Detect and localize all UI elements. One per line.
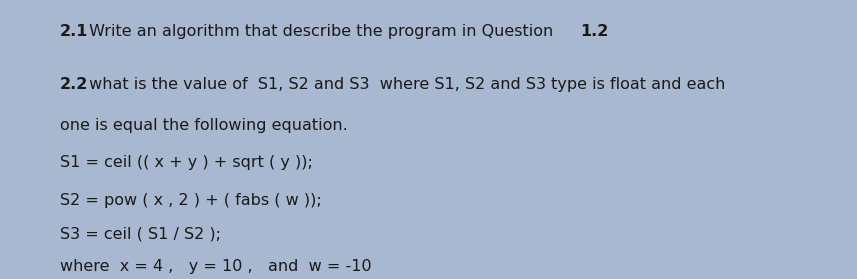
Text: one is equal the following equation.: one is equal the following equation. [60, 118, 348, 133]
Text: S1 = ceil (( x + y ) + sqrt ( y ));: S1 = ceil (( x + y ) + sqrt ( y )); [60, 155, 313, 170]
Text: what is the value of  S1, S2 and S3  where S1, S2 and S3 type is float and each: what is the value of S1, S2 and S3 where… [84, 77, 726, 92]
Text: Write an algorithm that describe the program in Question: Write an algorithm that describe the pro… [84, 24, 559, 39]
Text: 2.2: 2.2 [60, 77, 88, 92]
Text: 1.2: 1.2 [579, 24, 608, 39]
Text: S3 = ceil ( S1 / S2 );: S3 = ceil ( S1 / S2 ); [60, 227, 221, 242]
Text: 2.1: 2.1 [60, 24, 88, 39]
Text: S2 = pow ( x , 2 ) + ( fabs ( w ));: S2 = pow ( x , 2 ) + ( fabs ( w )); [60, 193, 321, 208]
Text: where  x = 4 ,   y = 10 ,   and  w = -10: where x = 4 , y = 10 , and w = -10 [60, 259, 372, 274]
